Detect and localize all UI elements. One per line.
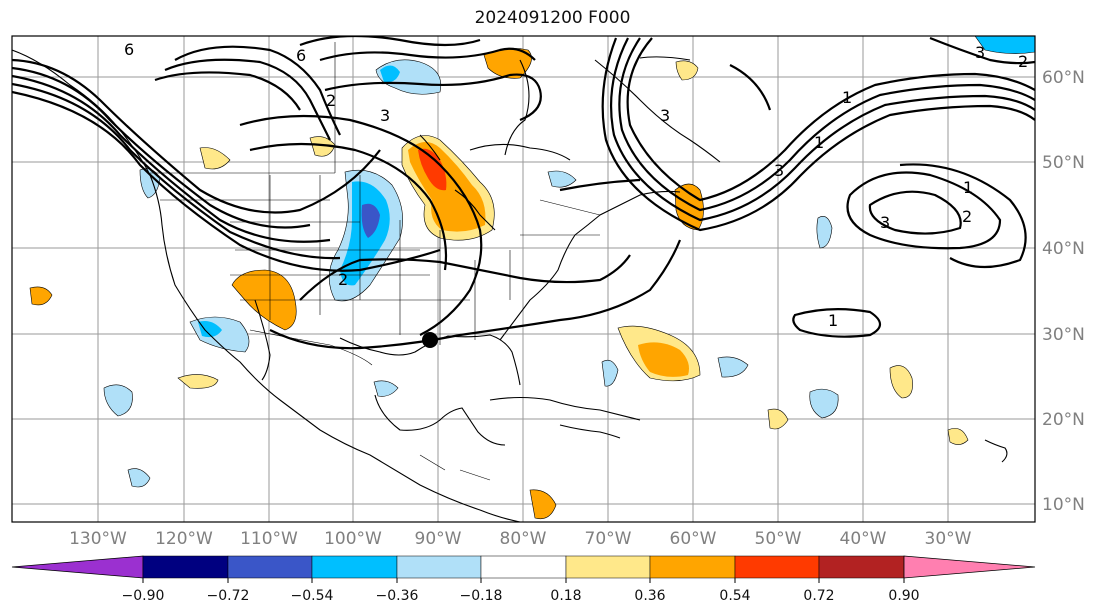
colorbar-segment bbox=[311, 555, 398, 579]
negative-anomaly-mexico-core bbox=[198, 321, 222, 338]
anomaly-shading bbox=[29, 36, 1035, 519]
contour-lines bbox=[12, 36, 1035, 350]
lon-label: 80°W bbox=[500, 529, 547, 549]
negative-anomaly-plains-max bbox=[361, 203, 380, 238]
latitude-labels: 60°N 50°N 40°N 30°N 20°N 10°N bbox=[1042, 68, 1085, 515]
contour-label: 2 bbox=[962, 207, 972, 226]
colorbar-segment bbox=[734, 555, 820, 579]
positive-anomaly-small-8 bbox=[947, 428, 969, 445]
lat-label: 40°N bbox=[1042, 239, 1085, 259]
contour-label-group: 6 6 3 3 3 2 2 2 1 1 1 3 3 2 1 bbox=[124, 40, 1028, 330]
lon-label: 60°W bbox=[670, 529, 717, 549]
lon-label: 130°W bbox=[69, 529, 127, 549]
colorbar-tick-label: 0.90 bbox=[888, 588, 919, 604]
lat-label: 30°N bbox=[1042, 325, 1085, 345]
positive-anomaly-small-7 bbox=[767, 408, 789, 430]
negative-anomaly-small-3 bbox=[717, 356, 749, 378]
contour-label: 1 bbox=[842, 88, 852, 107]
negative-anomaly-hudson-core bbox=[380, 65, 400, 83]
negative-anomaly-small-7 bbox=[127, 468, 151, 488]
negative-anomaly-plains-core bbox=[340, 181, 390, 286]
contour-label: 2 bbox=[326, 91, 336, 110]
political-borders bbox=[150, 42, 601, 481]
negative-anomaly-small-10 bbox=[547, 170, 577, 188]
colorbar-tick-label: 0.18 bbox=[550, 588, 581, 604]
lon-label: 50°W bbox=[755, 529, 802, 549]
contour-label: 3 bbox=[380, 106, 390, 125]
negative-anomaly-small-6 bbox=[974, 36, 1035, 54]
lon-label: 110°W bbox=[240, 529, 298, 549]
negative-anomaly-small-5 bbox=[816, 216, 833, 249]
positive-anomaly-small-9 bbox=[199, 147, 231, 170]
lon-label: 100°W bbox=[324, 529, 382, 549]
contour-label: 3 bbox=[660, 106, 670, 125]
positive-anomaly-atlantic-core bbox=[638, 342, 689, 377]
lon-label: 30°W bbox=[925, 529, 972, 549]
contour-label: 3 bbox=[774, 161, 784, 180]
lat-label: 60°N bbox=[1042, 68, 1085, 88]
positive-anomaly-small-6 bbox=[529, 489, 557, 519]
colorbar-tick-label: −0.90 bbox=[122, 588, 165, 604]
positive-anomaly-small-3 bbox=[177, 374, 219, 389]
longitude-labels: 130°W 120°W 110°W 100°W 90°W 80°W 70°W 6… bbox=[69, 529, 972, 549]
colorbar-tick-label: 0.54 bbox=[719, 588, 750, 604]
lat-label: 20°N bbox=[1042, 410, 1085, 430]
positive-anomaly-small-1 bbox=[675, 60, 699, 81]
contour-label: 1 bbox=[814, 133, 824, 152]
colorbar: −0.90 −0.72 −0.54 −0.36 −0.18 0.18 0.36 … bbox=[11, 555, 1036, 604]
coastlines bbox=[12, 49, 1008, 522]
contour-label: 1 bbox=[828, 311, 838, 330]
contour-label: 6 bbox=[296, 46, 306, 65]
colorbar-segment bbox=[649, 555, 736, 579]
colorbar-tick-label: −0.54 bbox=[291, 588, 334, 604]
negative-anomaly-small-2 bbox=[809, 388, 839, 419]
colorbar-extend-low bbox=[11, 555, 144, 579]
map-frame bbox=[11, 35, 1036, 523]
colorbar-tick-label: 0.72 bbox=[803, 588, 834, 604]
contour-label: 1 bbox=[963, 178, 973, 197]
negative-anomaly-small-8 bbox=[601, 359, 619, 387]
positive-anomaly-small-4 bbox=[29, 286, 53, 306]
lat-label: 10°N bbox=[1042, 495, 1085, 515]
colorbar-segment bbox=[227, 555, 313, 579]
colorbar-tick-label: 0.36 bbox=[634, 588, 665, 604]
lon-label: 90°W bbox=[415, 529, 462, 549]
colorbar-segment bbox=[565, 555, 651, 579]
negative-anomaly-small-9 bbox=[373, 380, 399, 397]
lon-label: 70°W bbox=[585, 529, 632, 549]
colorbar-segment bbox=[142, 555, 229, 579]
colorbar-tick-label: −0.72 bbox=[207, 588, 250, 604]
positive-anomaly-small-2 bbox=[889, 365, 913, 399]
contour-label: 2 bbox=[1018, 52, 1028, 71]
colorbar-tick-label: −0.18 bbox=[460, 588, 503, 604]
contour-label: 3 bbox=[975, 43, 985, 62]
colorbar-segment bbox=[480, 555, 567, 579]
negative-anomaly-small-1 bbox=[103, 384, 133, 417]
contour-label: 2 bbox=[338, 270, 348, 289]
contour-label: 6 bbox=[124, 40, 134, 59]
colorbar-extend-high bbox=[903, 555, 1036, 579]
colorbar-tick-label: −0.36 bbox=[376, 588, 419, 604]
colorbar-segment bbox=[396, 555, 482, 579]
lon-label: 40°W bbox=[840, 529, 887, 549]
lat-label: 50°N bbox=[1042, 153, 1085, 173]
contour-label: 3 bbox=[880, 213, 890, 232]
colorbar-segment bbox=[818, 555, 905, 579]
lon-label: 120°W bbox=[155, 529, 213, 549]
map-title: 2024091200 F000 bbox=[474, 8, 631, 28]
storm-position-marker bbox=[422, 332, 438, 348]
